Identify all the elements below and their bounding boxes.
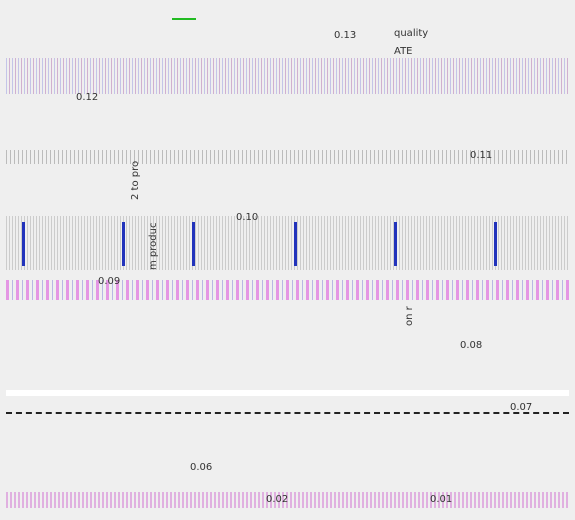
- stripe-band: [6, 216, 569, 270]
- green-line: [172, 18, 196, 20]
- stripe-band: [6, 58, 569, 94]
- text-fragment: 0.02: [266, 494, 288, 505]
- blue-bar: [22, 222, 25, 266]
- text-fragment: 0.11: [470, 150, 492, 161]
- text-fragment: 0.01: [430, 494, 452, 505]
- blue-bar: [494, 222, 497, 266]
- text-fragment: quality: [394, 28, 428, 39]
- text-fragment: m produc: [148, 223, 159, 270]
- text-fragment: 0.07: [510, 402, 532, 413]
- text-fragment: ATE: [394, 46, 413, 57]
- dashed-line: [6, 412, 569, 414]
- blue-bar: [192, 222, 195, 266]
- text-fragment: 0.06: [190, 462, 212, 473]
- stripe-band: [6, 280, 569, 300]
- blue-bar: [122, 222, 125, 266]
- text-fragment: 0.09: [98, 276, 120, 287]
- text-fragment: 0.10: [236, 212, 258, 223]
- stripe-band: [6, 390, 569, 396]
- screen: 0.13 quality ATE 0.12 0.11 2 to pro 0.10 m prod…: [0, 0, 575, 520]
- text-fragment: on r: [404, 306, 415, 326]
- blue-bar: [294, 222, 297, 266]
- blue-bar: [394, 222, 397, 266]
- text-fragment: 2 to pro: [130, 161, 141, 200]
- text-fragment: 0.13: [334, 30, 356, 41]
- text-fragment: 0.12: [76, 92, 98, 103]
- text-fragment: 0.08: [460, 340, 482, 351]
